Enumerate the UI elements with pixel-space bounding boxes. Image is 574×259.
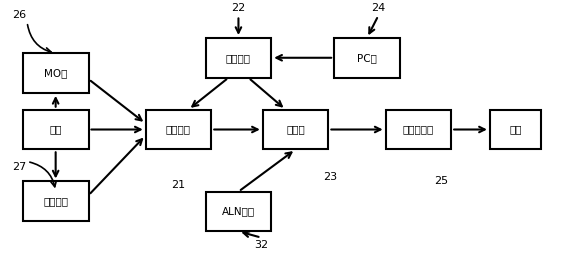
Text: MO源: MO源 — [44, 68, 67, 78]
Text: 32: 32 — [254, 240, 269, 250]
Text: 21: 21 — [172, 179, 185, 190]
Text: 气控单元: 气控单元 — [166, 125, 191, 134]
FancyBboxPatch shape — [490, 110, 541, 149]
Text: 22: 22 — [231, 3, 246, 13]
Text: 24: 24 — [371, 3, 386, 13]
Text: 27: 27 — [13, 162, 27, 172]
Text: 23: 23 — [323, 172, 337, 182]
FancyBboxPatch shape — [23, 53, 88, 93]
FancyBboxPatch shape — [334, 38, 400, 78]
Text: 26: 26 — [13, 11, 27, 20]
FancyBboxPatch shape — [205, 38, 272, 78]
Text: ALN衬板: ALN衬板 — [222, 206, 255, 217]
FancyBboxPatch shape — [146, 110, 211, 149]
FancyBboxPatch shape — [386, 110, 451, 149]
FancyBboxPatch shape — [23, 181, 88, 221]
Text: 尾气处理器: 尾气处理器 — [403, 125, 434, 134]
Text: PC机: PC机 — [357, 53, 377, 63]
Text: 电子特气: 电子特气 — [43, 196, 68, 206]
Text: 数气: 数气 — [49, 125, 62, 134]
Text: 控数单元: 控数单元 — [226, 53, 251, 63]
Text: 25: 25 — [434, 176, 448, 186]
FancyBboxPatch shape — [263, 110, 328, 149]
Text: 大气: 大气 — [509, 125, 522, 134]
Text: 反应室: 反应室 — [286, 125, 305, 134]
FancyBboxPatch shape — [23, 110, 88, 149]
FancyBboxPatch shape — [205, 192, 272, 231]
